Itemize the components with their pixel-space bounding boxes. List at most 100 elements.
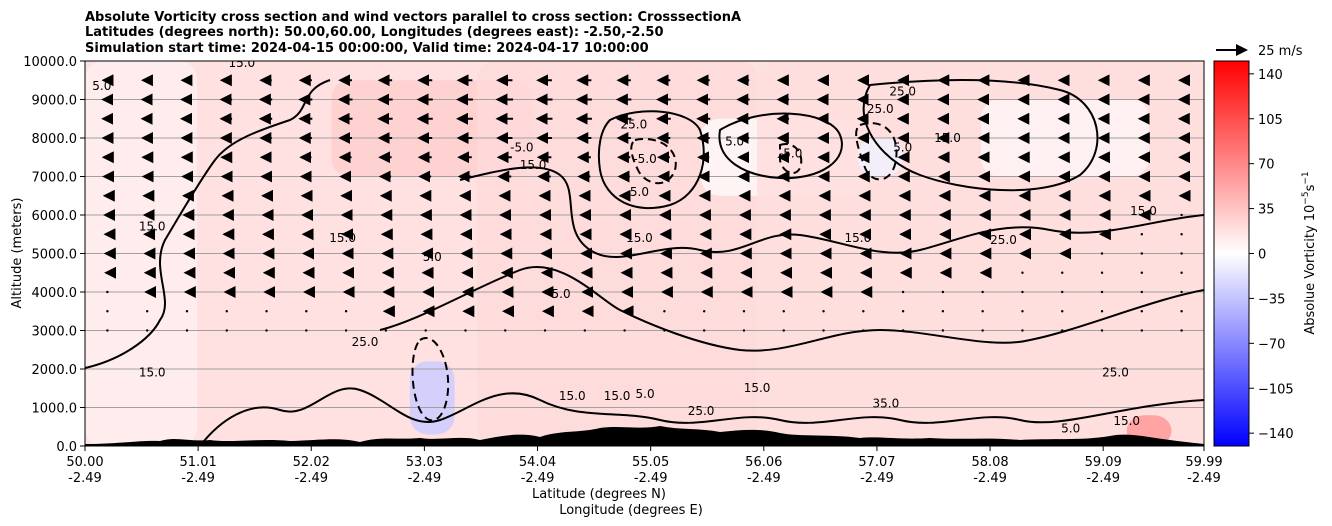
wind-vector: [1021, 329, 1024, 332]
x-axis-label-longitude: Longitude (degrees E): [559, 503, 703, 518]
wind-vector: [782, 329, 785, 332]
colorbar-tick-label: −105: [1258, 382, 1294, 397]
y-tick-label: 0.0: [56, 440, 77, 455]
x-tick-label-lat: 56.06: [745, 455, 782, 470]
y-tick-label: 3000.0: [32, 325, 78, 340]
wind-vector: [1140, 252, 1144, 255]
y-tick-label: 9000.0: [32, 94, 78, 109]
colorbar-tick-label: 105: [1258, 113, 1283, 128]
colorbar-tick-label: −35: [1258, 292, 1285, 307]
wind-vector: [1061, 271, 1064, 274]
contour-line: [199, 387, 1204, 446]
y-tick-label: 8000.0: [32, 132, 78, 147]
x-axis: 50.00-2.4951.01-2.4952.02-2.4953.03-2.49…: [66, 446, 1223, 486]
wind-vector: [185, 329, 189, 332]
colorbar-label: Absolue Vorticity 10−5s−1: [1301, 171, 1318, 334]
x-axis-label-latitude: Latitude (degrees N): [532, 487, 666, 502]
y-tick-label: 2000.0: [32, 363, 78, 378]
contour-label: 35.0: [873, 397, 900, 411]
chart-title-line-1: Absolute Vorticity cross section and win…: [85, 10, 741, 25]
contour-label: 5.0: [552, 287, 571, 301]
wind-vector: [1100, 329, 1104, 332]
wind-vector: [1061, 329, 1064, 332]
y-tick-label: 7000.0: [32, 171, 78, 186]
contour-label: 15.0: [559, 389, 586, 403]
contour-label: -5.0: [510, 140, 533, 154]
wind-vector: [583, 329, 587, 332]
colorbar-tick-label: 35: [1258, 203, 1275, 218]
x-tick-label-lon: -2.49: [294, 471, 328, 486]
x-tick-label-lon: -2.49: [860, 471, 894, 486]
quiver-key-label: 25 m/s: [1258, 44, 1303, 59]
y-tick-label: 10000.0: [23, 55, 77, 70]
x-tick-label-lat: 58.08: [971, 455, 1008, 470]
contour-label: 5.0: [1061, 422, 1080, 436]
wind-vector: [504, 329, 507, 332]
wind-vector: [106, 329, 109, 332]
contour-line: [85, 79, 331, 369]
contour-line: [597, 110, 705, 210]
wind-vector: [145, 310, 149, 313]
contour-label: 25.0: [352, 335, 379, 349]
x-tick-label-lat: 55.05: [632, 455, 669, 470]
quiver-key: 25 m/s: [1216, 44, 1303, 59]
wind-vector: [663, 310, 666, 313]
wind-vector: [702, 310, 706, 313]
x-tick-label-lon: -2.49: [408, 471, 442, 486]
contour-label: 15.0: [139, 366, 166, 380]
wind-vector: [1180, 233, 1183, 236]
y-tick-label: 5000.0: [32, 248, 78, 263]
contour-label: 5.0: [636, 387, 655, 401]
wind-vector: [1021, 310, 1024, 313]
x-tick-label-lat: 50.00: [66, 455, 103, 470]
contour-label: 25.0: [1102, 366, 1129, 380]
wind-vector-layer: [101, 74, 1191, 332]
wind-vector: [1140, 233, 1144, 236]
wind-vector: [145, 329, 149, 332]
y-tick-label: 6000.0: [32, 209, 78, 224]
contour-label: 15.0: [520, 158, 547, 172]
wind-vector: [305, 329, 308, 332]
wind-vector: [225, 329, 228, 332]
contour-layer: [85, 79, 1204, 446]
contour-label: 15.0: [604, 389, 631, 403]
contour-label: 5.0: [423, 250, 442, 264]
wind-vector: [822, 310, 825, 313]
wind-vector: [623, 329, 626, 332]
wind-vector: [1100, 271, 1104, 274]
x-tick-label-lon: -2.49: [1086, 471, 1120, 486]
contour-label: 15.0: [1113, 414, 1140, 428]
wind-vector: [1180, 271, 1183, 274]
x-tick-label-lon: -2.49: [181, 471, 215, 486]
x-tick-label-lat: 59.09: [1085, 455, 1122, 470]
x-tick-label-lat: 53.03: [406, 455, 443, 470]
wind-vector: [1021, 290, 1024, 294]
wind-vector: [742, 310, 746, 313]
wind-vector: [185, 310, 189, 313]
vorticity-region: [409, 361, 455, 435]
wind-vector: [1140, 271, 1144, 274]
wind-vector: [901, 310, 905, 313]
contour-label: 5.0: [630, 185, 649, 199]
wind-vector: [1061, 310, 1064, 313]
contour-label: 15.0: [845, 231, 872, 245]
wind-vector: [901, 329, 905, 332]
chart-title-line-3: Simulation start time: 2024-04-15 00:00:…: [85, 41, 649, 56]
contour-label: 15.0: [934, 131, 961, 145]
wind-vector: [941, 329, 945, 332]
vorticity-region: [857, 138, 903, 177]
wind-vector: [1180, 213, 1183, 217]
wind-vector: [981, 310, 984, 313]
contour-label: 15.0: [139, 219, 166, 233]
wind-vector: [225, 310, 228, 313]
chart-title-line-2: Latitudes (degrees north): 50.00,60.00, …: [85, 25, 664, 40]
wind-vector: [862, 310, 865, 313]
x-tick-label-lat: 59.99: [1185, 455, 1222, 470]
wind-vector: [742, 329, 746, 332]
wind-vector: [702, 329, 706, 332]
wind-vector: [663, 329, 666, 332]
colorbar-tick-label: 0: [1258, 248, 1266, 263]
wind-vector: [543, 329, 547, 332]
wind-vector: [1100, 310, 1104, 313]
